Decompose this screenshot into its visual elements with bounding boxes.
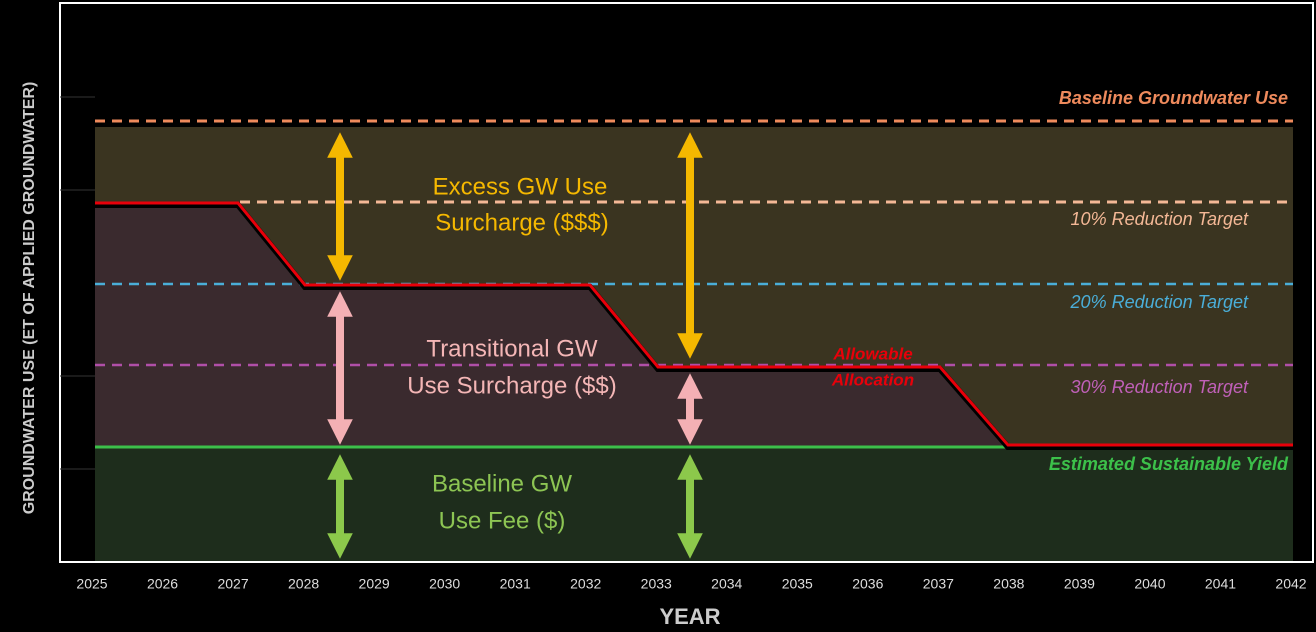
x-tick-label: 2033 bbox=[641, 576, 672, 592]
x-tick-label: 2027 bbox=[217, 576, 248, 592]
x-tick-label: 2030 bbox=[429, 576, 460, 592]
x-tick-label: 2041 bbox=[1205, 576, 1236, 592]
region-label: Excess GW Use bbox=[433, 173, 608, 200]
reduction-10-label: 10% Reduction Target bbox=[1071, 209, 1249, 229]
x-tick-label: 2028 bbox=[288, 576, 319, 592]
reduction-20-label: 20% Reduction Target bbox=[1070, 292, 1249, 312]
transitional-region bbox=[95, 203, 1008, 447]
x-tick-label: 2034 bbox=[711, 576, 742, 592]
reduction-30-label: 30% Reduction Target bbox=[1071, 377, 1249, 397]
region-label: Use Fee ($) bbox=[439, 507, 566, 534]
region-label: Surcharge ($$$) bbox=[435, 209, 608, 236]
x-tick-label: 2036 bbox=[852, 576, 883, 592]
x-tick-label: 2026 bbox=[147, 576, 178, 592]
x-tick-label: 2032 bbox=[570, 576, 601, 592]
x-tick-label: 2037 bbox=[923, 576, 954, 592]
region-label: Baseline GW bbox=[432, 470, 572, 497]
y-axis-label: GROUNDWATER USE (ET OF APPLIED GROUNDWAT… bbox=[21, 82, 38, 515]
x-tick-label: 2040 bbox=[1134, 576, 1165, 592]
allocation-line bbox=[95, 201, 1293, 447]
x-axis-label: YEAR bbox=[659, 604, 720, 629]
x-tick-label: 2025 bbox=[76, 576, 107, 592]
sustainable-label: Estimated Sustainable Yield bbox=[1049, 454, 1289, 474]
region-label: Use Surcharge ($$) bbox=[407, 372, 616, 399]
x-tick-label: 2038 bbox=[993, 576, 1024, 592]
region-label: Transitional GW bbox=[426, 335, 598, 362]
arrows bbox=[327, 132, 703, 559]
x-tick-label: 2039 bbox=[1064, 576, 1095, 592]
x-tick-label: 2035 bbox=[782, 576, 813, 592]
allocation-label: Allowable bbox=[832, 344, 912, 363]
allocation-label: Allocation bbox=[831, 370, 914, 389]
x-tick-label: 2029 bbox=[359, 576, 390, 592]
grid bbox=[60, 96, 95, 470]
x-tick-label: 2042 bbox=[1275, 576, 1306, 592]
baseline-label: Baseline Groundwater Use bbox=[1059, 88, 1288, 108]
x-tick-label: 2031 bbox=[500, 576, 531, 592]
